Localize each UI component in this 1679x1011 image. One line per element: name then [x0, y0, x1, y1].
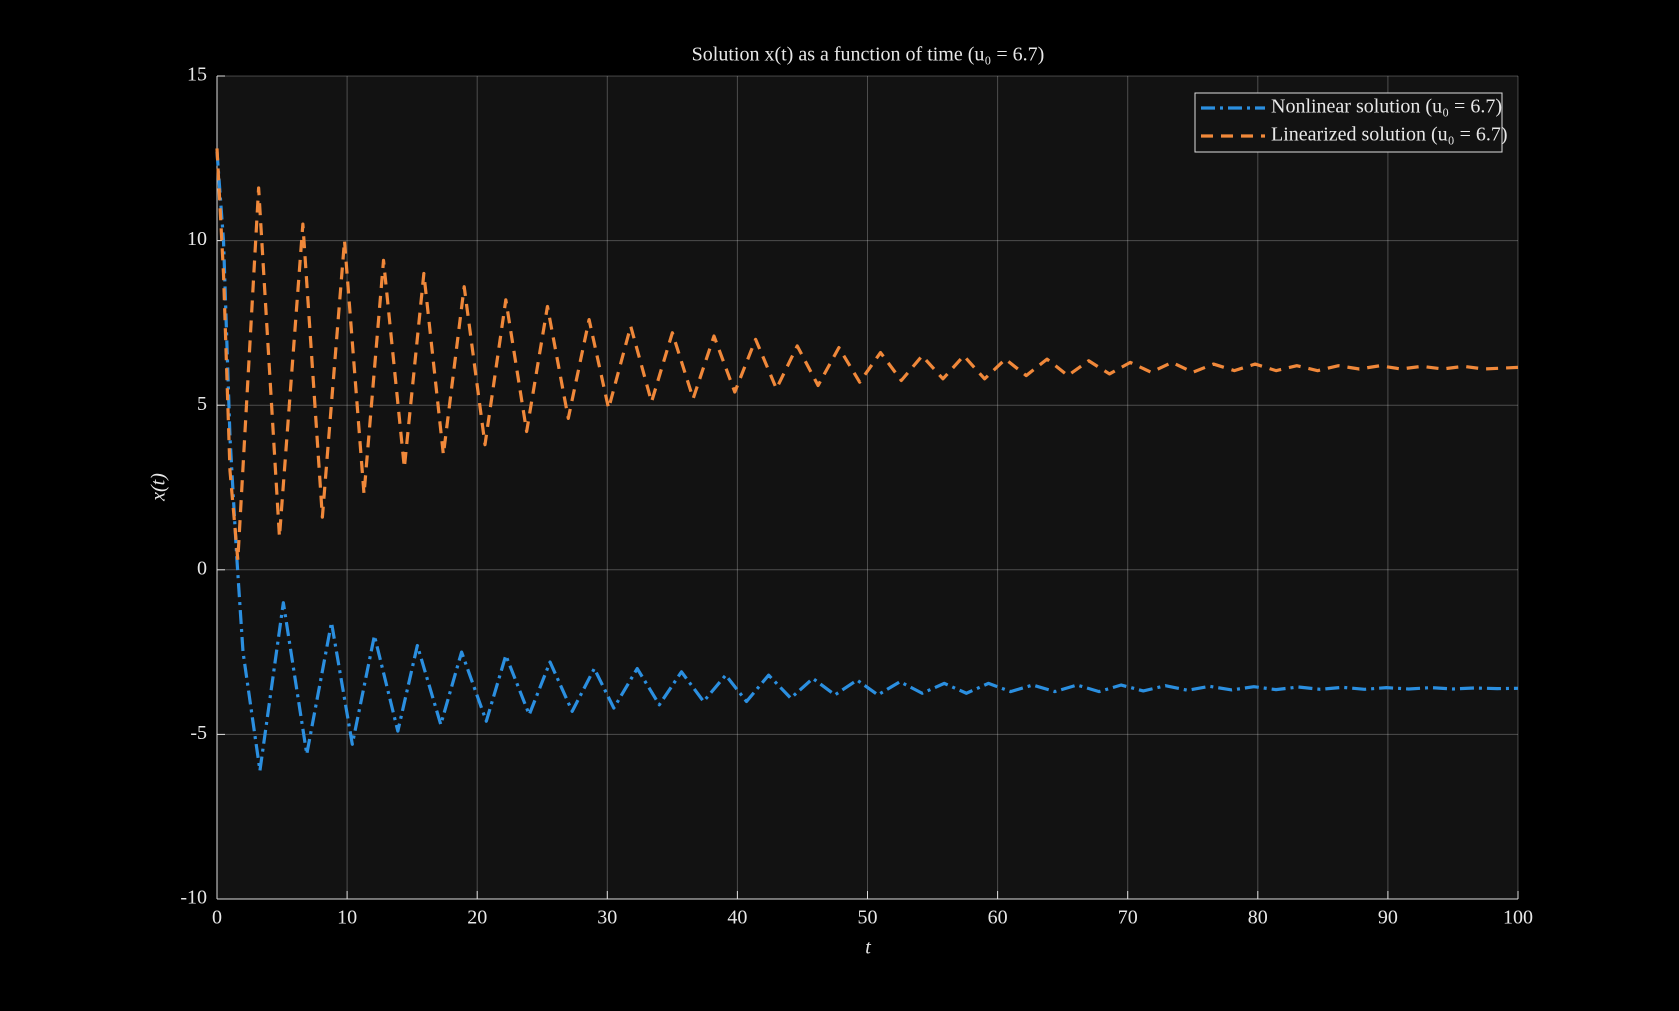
y-tick-label: 15 — [187, 64, 207, 86]
y-axis-label: x(t) — [148, 473, 170, 502]
x-tick-label: 10 — [337, 907, 357, 929]
x-tick-label: 60 — [988, 907, 1008, 929]
y-tick-label: -5 — [190, 722, 207, 744]
x-tick-label: 80 — [1248, 907, 1268, 929]
chart-title: Solution x(t) as a function of time (u₀ … — [692, 44, 1045, 66]
x-tick-label: 70 — [1118, 907, 1138, 929]
legend-box — [1194, 92, 1503, 153]
y-tick-label: 10 — [187, 228, 207, 250]
y-tick-label: 5 — [197, 393, 207, 415]
x-tick-label: 90 — [1378, 907, 1398, 929]
x-tick-label: 40 — [727, 907, 747, 929]
data-line — [215, 148, 1519, 562]
x-axis-label: t — [865, 937, 871, 959]
legend-label: Nonlinear solution (u₀ = 6.7) — [1271, 96, 1502, 118]
x-tick-label: 30 — [597, 907, 617, 929]
y-tick-label: -10 — [180, 887, 207, 909]
x-tick-label: 50 — [858, 907, 878, 929]
y-tick-label: 0 — [197, 557, 207, 579]
plot-area — [217, 76, 1518, 899]
x-tick-label: 20 — [467, 907, 487, 929]
data-line — [215, 151, 1519, 773]
legend-label: Linearized solution (u₀ = 6.7) — [1271, 124, 1508, 146]
x-tick-label: 100 — [1503, 907, 1533, 929]
x-tick-label: 0 — [212, 907, 222, 929]
